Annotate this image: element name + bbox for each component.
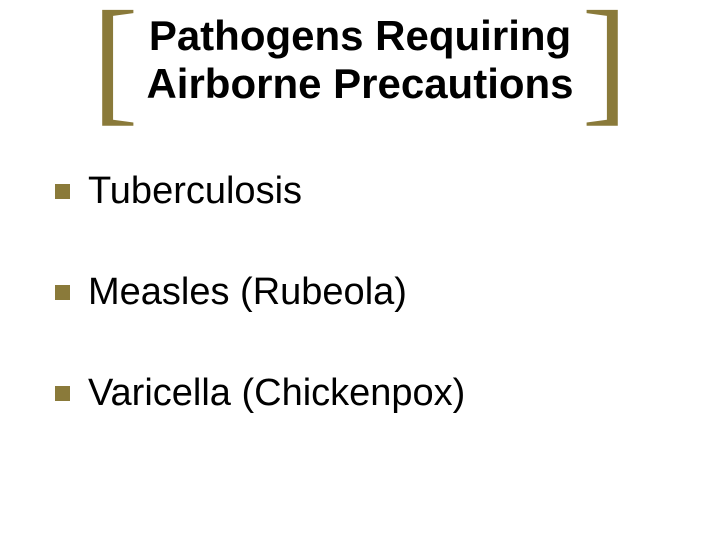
slide-body: Tuberculosis Measles (Rubeola) Varicella… [55,170,665,473]
square-bullet-icon [55,184,70,199]
list-item: Measles (Rubeola) [55,271,665,314]
title-area: [ Pathogens Requiring Airborne Precautio… [0,12,720,109]
right-bracket-icon: ] [582,22,629,99]
title-line-1: Pathogens Requiring [149,12,571,59]
list-item: Varicella (Chickenpox) [55,372,665,415]
square-bullet-icon [55,386,70,401]
slide: { "title": { "line1": "Pathogens Requiri… [0,0,720,540]
list-item-text: Measles (Rubeola) [88,271,407,314]
list-item: Tuberculosis [55,170,665,213]
list-item-text: Varicella (Chickenpox) [88,372,465,415]
slide-title: Pathogens Requiring Airborne Precautions [146,12,573,109]
left-bracket-icon: [ [92,22,139,99]
list-item-text: Tuberculosis [88,170,302,213]
title-line-2: Airborne Precautions [146,60,573,107]
square-bullet-icon [55,285,70,300]
